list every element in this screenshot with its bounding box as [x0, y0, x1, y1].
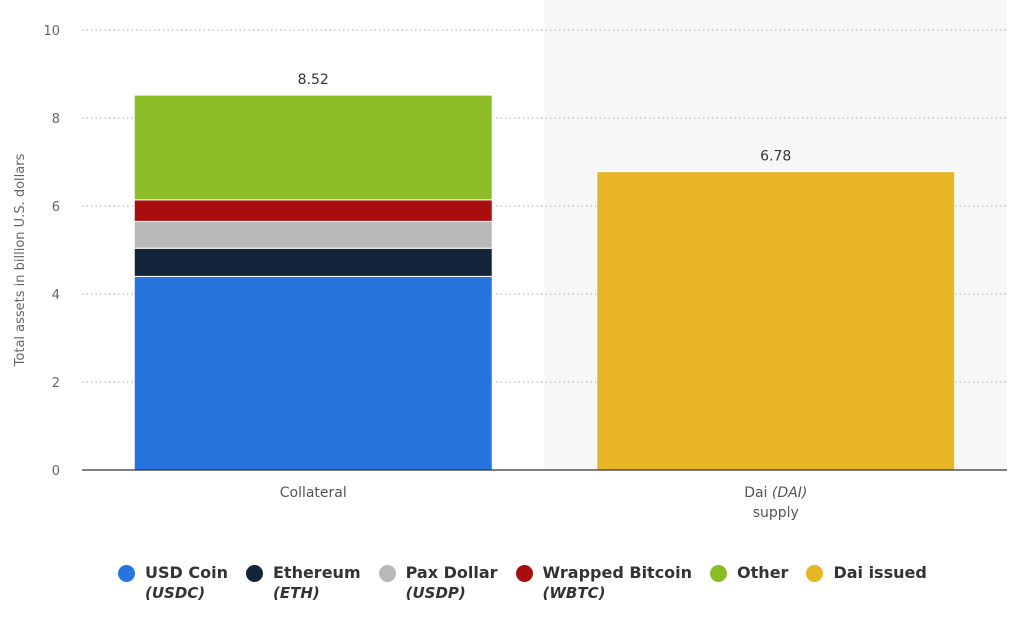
bars — [133, 94, 956, 471]
legend-label: Ethereum — [272, 563, 361, 582]
x-tick-label: Collateral — [280, 485, 347, 501]
legend-swatch — [118, 565, 135, 582]
legend-item-dai-issued[interactable]: Dai issued — [806, 563, 927, 603]
x-tick-label-name: Dai — [744, 485, 772, 501]
x-tick-label: Dai (DAI) — [744, 485, 807, 501]
legend-sublabel: (USDC) — [145, 584, 206, 602]
bar-segment-wrapped-bitcoin[interactable] — [133, 199, 493, 222]
bar-segment-dai-issued[interactable] — [596, 171, 956, 471]
legend-sublabel: (USDP) — [405, 584, 466, 602]
data-labels: 8.52 6.78 — [298, 72, 792, 165]
legend-label: Wrapped Bitcoin — [542, 563, 693, 582]
bar-segment-other[interactable] — [133, 94, 493, 201]
total-data-label: 6.78 — [760, 149, 791, 165]
x-tick-label-italic: (DAI) — [772, 485, 807, 501]
legend-label: Pax Dollar — [405, 563, 498, 582]
legend-item-wrapped-bitcoin[interactable]: Wrapped Bitcoin (WBTC) — [515, 563, 693, 603]
x-axis-labels: Collateral Dai (DAI) supply — [280, 485, 808, 521]
legend-swatch — [245, 565, 263, 582]
legend-sublabel: (WBTC) — [542, 584, 606, 602]
y-tick-label: 2 — [52, 376, 60, 391]
y-tick-label: 0 — [52, 464, 60, 479]
bar-segment-ethereum[interactable] — [133, 247, 493, 277]
chart-area: 0 2 4 6 8 10 Total assets in billion U.S. dol… — [13, 24, 1007, 521]
legend-item-usd-coin[interactable]: USD Coin (USDC) — [118, 563, 228, 603]
legend-label: USD Coin — [145, 563, 228, 582]
y-axis-ticks: 0 2 4 6 8 10 — [43, 24, 60, 479]
legend-swatch — [378, 565, 396, 582]
x-tick-label-line2: supply — [753, 505, 799, 521]
legend-item-pax-dollar[interactable]: Pax Dollar (USDP) — [378, 563, 498, 603]
y-axis-label: Total assets in billion U.S. dollars — [13, 153, 28, 367]
legend-item-ethereum[interactable]: Ethereum (ETH) — [245, 563, 361, 603]
y-tick-label: 8 — [52, 112, 60, 127]
legend-sublabel: (ETH) — [272, 584, 320, 602]
legend: USD Coin (USDC) Ethereum (ETH) Pax Dollar (US… — [118, 563, 927, 603]
legend-swatch — [515, 565, 533, 582]
legend-swatch — [806, 565, 824, 582]
y-tick-label: 6 — [52, 200, 60, 215]
legend-label: Dai issued — [833, 563, 927, 582]
x-tick-label-name: Collateral — [280, 485, 347, 501]
legend-item-other[interactable]: Other — [710, 563, 788, 603]
y-tick-label: 4 — [52, 288, 60, 303]
legend-label: Other — [737, 563, 789, 582]
bar-segment-pax-dollar[interactable] — [133, 220, 493, 249]
legend-swatch — [710, 565, 728, 582]
bar-segment-usd-coin[interactable] — [133, 275, 493, 471]
total-data-label: 8.52 — [298, 72, 329, 88]
y-tick-label: 10 — [43, 24, 60, 39]
